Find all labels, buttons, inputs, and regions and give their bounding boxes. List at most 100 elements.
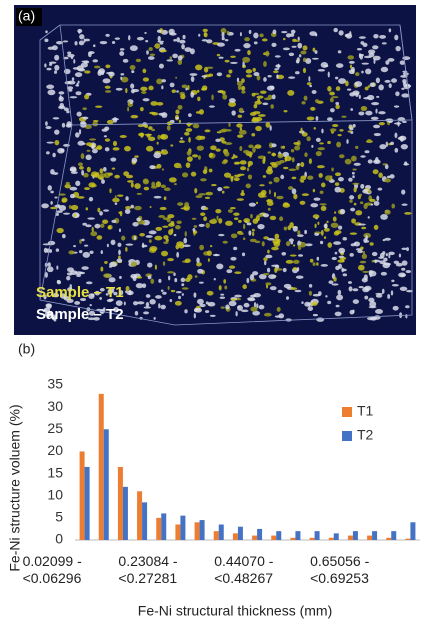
speck — [355, 210, 362, 215]
speck — [248, 164, 250, 167]
speck — [49, 63, 52, 66]
speck — [171, 228, 173, 233]
speck — [78, 31, 80, 34]
speck — [175, 244, 179, 249]
speck — [359, 95, 361, 99]
speck — [48, 241, 56, 245]
speck — [89, 197, 93, 201]
speck — [288, 76, 295, 78]
speck — [237, 198, 244, 201]
speck — [125, 209, 131, 214]
speck — [394, 105, 399, 107]
speck — [275, 234, 280, 239]
speck — [253, 33, 258, 39]
speck — [121, 236, 125, 241]
speck — [58, 106, 65, 110]
speck — [372, 45, 378, 49]
speck — [365, 111, 372, 116]
speck — [370, 82, 376, 87]
speck — [265, 282, 271, 285]
bar — [104, 429, 109, 540]
speck — [199, 224, 205, 227]
speck — [158, 303, 160, 308]
speck — [73, 245, 76, 247]
speck — [375, 157, 379, 163]
speck — [206, 301, 209, 304]
bar — [156, 518, 161, 540]
speck — [370, 272, 372, 277]
speck — [161, 85, 163, 89]
speck — [62, 123, 65, 128]
speck — [338, 226, 342, 230]
speck — [340, 209, 345, 214]
speck — [131, 205, 135, 209]
speck — [47, 266, 54, 272]
speck — [357, 250, 363, 253]
speck — [362, 254, 367, 259]
speck — [306, 136, 310, 141]
speck — [75, 72, 82, 77]
speck — [330, 128, 337, 131]
speck — [275, 55, 281, 57]
speck — [185, 278, 191, 282]
speck — [302, 193, 309, 196]
speck — [324, 228, 330, 232]
bar — [200, 520, 205, 540]
speck — [360, 54, 363, 60]
speck — [110, 157, 116, 161]
speck — [359, 194, 362, 197]
speck — [134, 183, 141, 189]
speck — [167, 125, 171, 130]
speck — [365, 68, 371, 74]
speck — [355, 72, 359, 76]
bar — [238, 527, 243, 540]
speck — [157, 135, 160, 140]
speck — [127, 180, 134, 183]
speck — [70, 194, 75, 198]
speck — [204, 32, 208, 37]
speck — [360, 246, 364, 249]
speck — [50, 201, 52, 205]
speck — [80, 121, 86, 125]
speck — [400, 287, 408, 291]
speck — [326, 221, 328, 224]
bar — [142, 502, 147, 540]
speck — [293, 244, 295, 246]
speck — [163, 149, 167, 151]
speck — [360, 184, 364, 189]
speck — [112, 168, 115, 170]
speck — [54, 55, 59, 61]
speck — [66, 276, 70, 281]
legend-text: Sample – T1 — [36, 284, 124, 301]
speck — [343, 273, 347, 276]
speck — [402, 121, 407, 123]
speck — [313, 189, 315, 192]
speck — [208, 74, 213, 77]
speck — [145, 40, 148, 42]
speck — [335, 104, 340, 109]
speck — [77, 112, 82, 117]
speck — [281, 31, 287, 33]
speck — [405, 314, 407, 318]
speck — [273, 71, 279, 74]
speck — [81, 266, 88, 270]
speck — [226, 129, 232, 131]
speck — [243, 218, 250, 223]
speck — [134, 236, 136, 240]
speck — [401, 248, 407, 250]
speck — [203, 216, 207, 221]
speck — [335, 252, 338, 255]
speck — [168, 286, 170, 290]
speck — [159, 64, 164, 69]
speck — [383, 239, 386, 241]
speck — [143, 179, 149, 183]
speck — [347, 55, 354, 59]
speck — [267, 166, 272, 171]
speck — [84, 187, 90, 190]
speck — [71, 205, 78, 210]
speck — [244, 303, 250, 308]
speck — [347, 88, 351, 90]
speck — [310, 203, 318, 207]
speck — [221, 306, 225, 308]
speck — [120, 77, 122, 80]
